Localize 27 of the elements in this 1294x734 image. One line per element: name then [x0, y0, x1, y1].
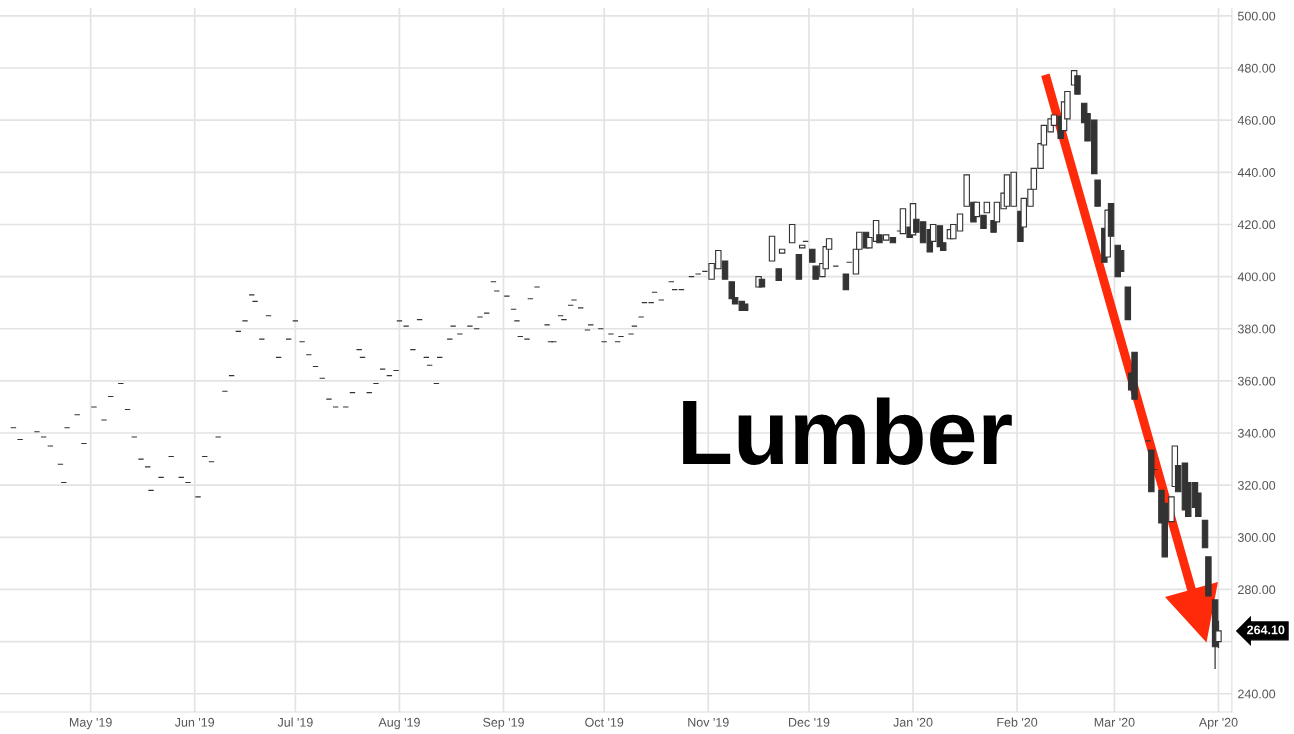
y-tick-label: 340.00 — [1237, 428, 1276, 438]
y-tick-label: 320.00 — [1237, 480, 1276, 490]
x-tick-label: Dec '19 — [788, 717, 830, 727]
y-tick-label: 300.00 — [1237, 533, 1276, 542]
y-tick-label: 460.00 — [1237, 115, 1276, 125]
y-tick-label: 380.00 — [1237, 324, 1276, 334]
x-tick-label: Sep '19 — [483, 717, 524, 730]
x-tick-label: Jun '19 — [174, 717, 215, 727]
annotation: 264.10 — [1247, 625, 1285, 635]
x-tick-label: Oct '19 — [585, 717, 624, 727]
y-tick-label: 420.00 — [1237, 220, 1276, 230]
y-tick-label: 360.00 — [1237, 376, 1276, 386]
y-tick-label: 480.00 — [1237, 63, 1276, 73]
x-tick-label: Jan '20 — [893, 717, 933, 727]
x-tick-label: Jul '19 — [277, 717, 313, 727]
x-tick-label: May '19 — [69, 717, 112, 730]
y-tick-label: 500.00 — [1237, 11, 1276, 21]
x-tick-label: Aug '19 — [378, 717, 420, 730]
y-tick-label: 280.00 — [1238, 585, 1276, 595]
y-tick-label: 440.00 — [1237, 168, 1276, 177]
x-tick-label: Feb '20 — [997, 717, 1038, 727]
x-tick-label: Nov '19 — [688, 717, 729, 727]
y-tick-label: 240.00 — [1238, 689, 1276, 699]
x-tick-label: Mar '20 — [1094, 717, 1135, 727]
annotation: Lumber — [683, 397, 1012, 465]
x-tick-label: Apr '20 — [1198, 717, 1238, 730]
y-tick-label: 400.00 — [1237, 272, 1276, 282]
